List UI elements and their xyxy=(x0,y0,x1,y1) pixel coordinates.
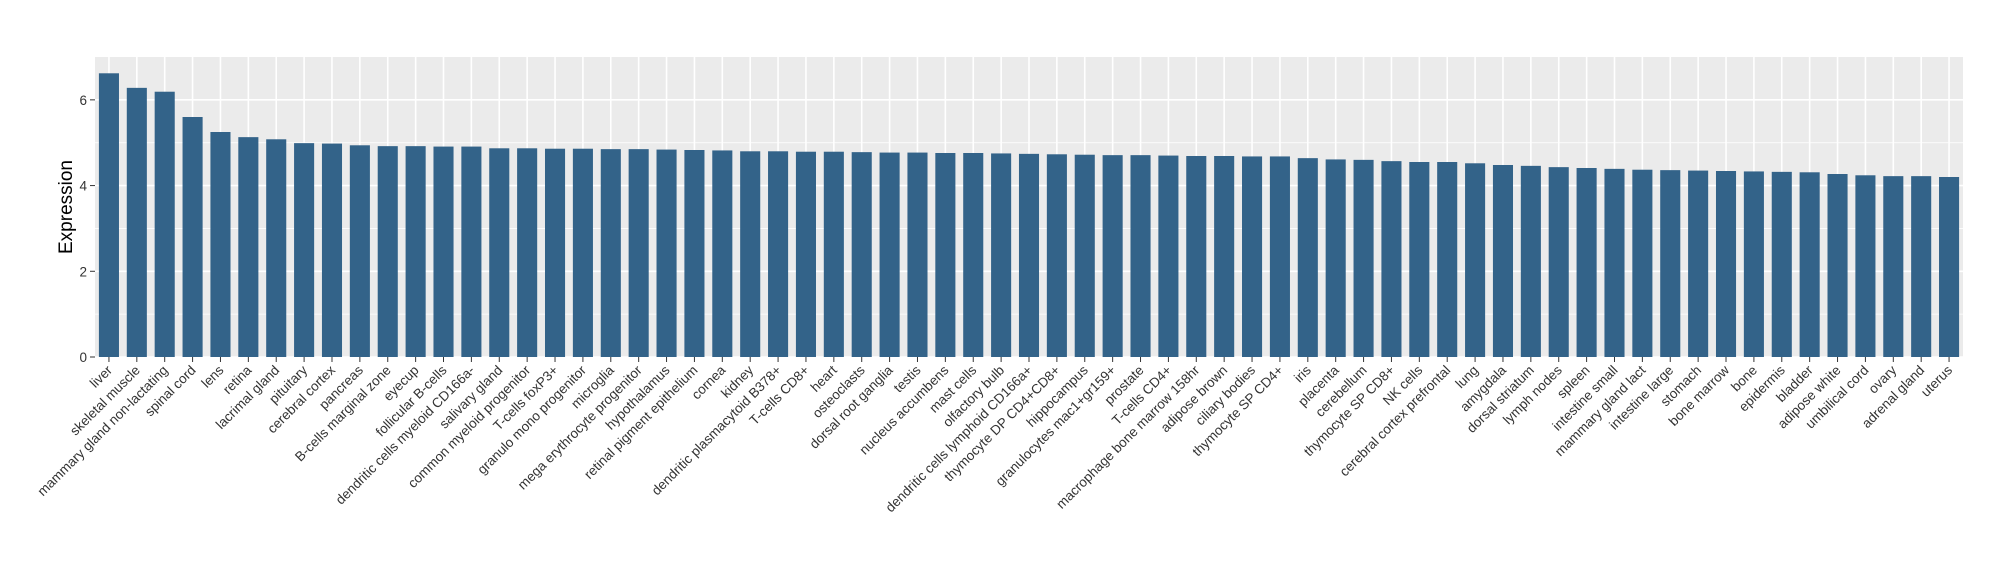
bar xyxy=(1102,155,1123,357)
bar xyxy=(879,152,900,357)
y-tick-label: 2 xyxy=(79,264,87,279)
bar xyxy=(1186,156,1207,357)
bar xyxy=(1743,171,1764,357)
bar xyxy=(712,150,733,357)
bar xyxy=(1855,175,1876,357)
bar xyxy=(1465,163,1486,357)
bar xyxy=(1883,176,1904,357)
bar xyxy=(321,143,343,357)
bar xyxy=(544,148,566,357)
bar xyxy=(1604,168,1625,357)
bar xyxy=(1437,162,1458,357)
bar xyxy=(1242,156,1263,357)
bar xyxy=(684,150,705,357)
bar xyxy=(1214,156,1235,357)
bar xyxy=(795,151,816,357)
bar xyxy=(377,146,398,357)
bar xyxy=(433,146,454,357)
bar xyxy=(1688,170,1709,357)
bar xyxy=(1046,154,1067,357)
bar xyxy=(851,152,872,357)
bar xyxy=(517,148,538,357)
bar xyxy=(935,153,956,357)
bar xyxy=(1911,176,1932,357)
bar xyxy=(907,152,928,357)
bar xyxy=(1548,167,1569,357)
x-tick-label: uterus xyxy=(1918,362,1955,399)
bar xyxy=(1297,158,1318,357)
bar xyxy=(1492,165,1514,357)
bar xyxy=(740,151,761,357)
bar xyxy=(1715,171,1737,357)
bar xyxy=(1269,156,1290,357)
bar xyxy=(1660,170,1681,357)
bar xyxy=(349,145,370,357)
bar xyxy=(98,73,119,358)
y-tick-label: 4 xyxy=(79,179,87,194)
bar xyxy=(182,117,203,357)
bar xyxy=(489,148,510,357)
y-tick-label: 0 xyxy=(79,350,87,365)
bar xyxy=(266,139,287,357)
y-axis: 0 2 4 6 xyxy=(79,93,95,365)
y-tick-label: 6 xyxy=(79,93,87,108)
bar xyxy=(1381,161,1402,357)
bar xyxy=(1130,155,1151,357)
bar xyxy=(238,137,259,357)
bar xyxy=(210,132,231,357)
bar xyxy=(1771,171,1792,357)
bar xyxy=(1409,162,1430,357)
bar xyxy=(461,146,482,357)
bar xyxy=(600,149,621,357)
bar xyxy=(963,153,984,357)
bar xyxy=(572,148,593,357)
bar xyxy=(1632,169,1653,357)
bar xyxy=(1018,153,1040,357)
bar xyxy=(1827,174,1848,357)
bar xyxy=(126,87,147,357)
bar xyxy=(405,146,426,357)
bar xyxy=(823,151,844,357)
bar xyxy=(656,149,677,357)
bar xyxy=(1939,177,1960,357)
bar xyxy=(1520,165,1541,357)
bars xyxy=(98,73,1960,358)
bar xyxy=(1074,154,1095,357)
y-axis-title: Expression xyxy=(56,160,77,254)
bar xyxy=(628,149,649,357)
bar xyxy=(1158,155,1179,357)
bar xyxy=(1325,159,1346,357)
bar xyxy=(1353,159,1374,357)
bar xyxy=(294,143,315,357)
bar xyxy=(768,151,789,357)
bar xyxy=(1799,172,1820,357)
bar xyxy=(1576,168,1597,357)
bar xyxy=(991,153,1012,357)
bar xyxy=(154,91,175,357)
